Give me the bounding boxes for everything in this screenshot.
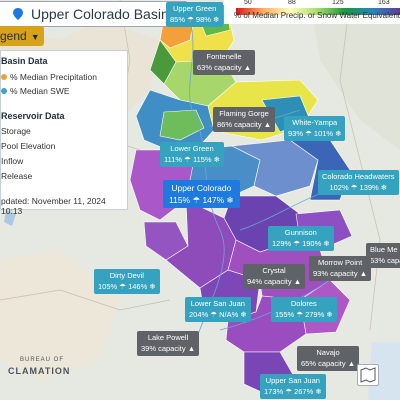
basin-name: Upper Green — [172, 4, 217, 13]
logo-big-text: CLAMATION — [8, 366, 71, 376]
basin-value: 102% ☂ 139% ❄ — [329, 183, 388, 192]
basin-name: Dolores — [290, 299, 317, 308]
legend-item-label: % Median SWE — [10, 86, 70, 96]
reservoir-name: Fontenelle — [206, 52, 242, 61]
legend-gradient — [236, 8, 400, 15]
basin-label-colorado-headwaters[interactable]: Colorado Headwaters 102% ☂ 139% ❄ — [318, 170, 399, 195]
reservoir-name: Morrow Point — [317, 258, 363, 267]
legend-button[interactable]: gend ▼ — [0, 26, 44, 46]
reservoir-label-flaming-gorge[interactable]: Flaming Gorge 86% capacity ▲ — [213, 107, 276, 132]
legend-caption: % of Median Precip. or Snow Water Equiva… — [234, 11, 400, 20]
basin-label-dirty-devil[interactable]: Dirty Devil 105% ☂ 146% ❄ — [94, 269, 160, 294]
color-legend: 50 88 125 163 % of Median Precip. or Sno… — [224, 0, 400, 24]
legend-item-label: % Median Precipitation — [10, 72, 97, 82]
basin-label-upper-san-juan[interactable]: Upper San Juan 173% ☂ 267% ❄ — [260, 374, 326, 399]
legend-ticks: 50 88 125 163 — [224, 0, 400, 8]
reservoir-label-navajo[interactable]: Navajo 65% capacity ▲ — [297, 346, 360, 371]
reservoir-name: Navajo — [316, 348, 340, 357]
basin-value: 129% ☂ 190% ❄ — [272, 239, 330, 248]
legend-tick: 50 — [244, 0, 252, 6]
basin-value: 93% ☂ 101% ❄ — [288, 129, 342, 138]
map-title-pill[interactable]: Upper Colorado Basin — [0, 1, 188, 27]
chevron-down-icon: ▼ — [30, 32, 40, 42]
legend-item-swe[interactable]: % Median SWE — [1, 86, 70, 96]
basin-value: 105% ☂ 146% ❄ — [98, 282, 156, 291]
reservoir-value: 86% capacity ▲ — [217, 120, 272, 129]
basin-name: Lower San Juan — [190, 299, 245, 308]
legend-item-precip[interactable]: % Median Precipitation — [1, 72, 97, 82]
reservoir-data-header: Reservoir Data — [1, 111, 65, 121]
legend-tick: 125 — [332, 0, 344, 6]
basin-label-lower-san-juan[interactable]: Lower San Juan 204% ☂ N/A% ❄ — [185, 297, 251, 322]
map-icon — [360, 367, 376, 383]
reservoir-name: Flaming Gorge — [219, 109, 269, 118]
basin-label-lower-green[interactable]: Lower Green 111% ☂ 115% ❄ — [160, 142, 224, 167]
legend-tick: 88 — [288, 0, 296, 6]
reservoir-value: 94% capacity ▲ — [247, 277, 302, 286]
terrain — [0, 250, 120, 380]
reclamation-logo: BUREAU OF CLAMATION — [6, 355, 69, 385]
legend-tick: 163 — [378, 0, 390, 6]
basin-value: 85% ☂ 98% ❄ — [170, 15, 220, 24]
legend-item-storage[interactable]: Storage — [1, 126, 31, 136]
basin-label-upper-colorado[interactable]: Upper Colorado 115% ☂ 147% ❄ — [163, 180, 240, 208]
basin-name: Upper San Juan — [265, 376, 320, 385]
overview-map-button[interactable] — [357, 364, 379, 386]
basin-value: 115% ☂ 147% ❄ — [169, 195, 234, 205]
basin-value: 111% ☂ 115% ❄ — [164, 155, 220, 164]
reservoir-value: 63% capacity ▲ — [197, 63, 252, 72]
legend-item-inflow[interactable]: Inflow — [1, 156, 23, 166]
basin-label-dolores[interactable]: Dolores 155% ☂ 279% ❄ — [271, 297, 337, 322]
basin-name: Lower Green — [170, 144, 214, 153]
map-title: Upper Colorado Basin — [31, 6, 169, 22]
basin-value: 173% ☂ 267% ❄ — [264, 387, 322, 396]
snowflake-icon — [1, 88, 7, 94]
basin-name: Upper Colorado — [171, 183, 232, 193]
reservoir-label-fontenelle[interactable]: Fontenelle 63% capacity ▲ — [193, 50, 256, 75]
basin-name: Gunnison — [284, 228, 317, 237]
reservoir-label-blue-mesa[interactable]: Blue Me 63% capa — [366, 243, 400, 268]
legend-item-pool-elevation[interactable]: Pool Elevation — [1, 141, 55, 151]
reservoir-value: 39% capacity ▲ — [141, 344, 196, 353]
reservoir-value: 93% capacity ▲ — [313, 269, 368, 278]
basin-value: 155% ☂ 279% ❄ — [275, 310, 333, 319]
umbrella-icon — [1, 74, 7, 80]
basin-label-white-yampa[interactable]: White-Yampa 93% ☂ 101% ❄ — [284, 116, 346, 141]
reservoir-value: 65% capacity ▲ — [301, 359, 356, 368]
legend-item-label: Storage — [1, 126, 31, 136]
reservoir-label-lake-powell[interactable]: Lake Powell 39% capacity ▲ — [137, 331, 200, 356]
legend-item-label: Release — [1, 171, 33, 181]
legend-button-label: gend — [0, 29, 27, 43]
reservoir-name: Lake Powell — [147, 333, 189, 342]
updated-timestamp: pdated: November 11, 2024 10:13 — [1, 196, 106, 216]
basin-name: Dirty Devil — [109, 271, 144, 280]
legend-panel: Basin Data % Median Precipitation % Medi… — [0, 50, 128, 216]
terrain — [310, 0, 400, 150]
basin-label-upper-green[interactable]: Upper Green 85% ☂ 98% ❄ — [166, 2, 224, 27]
legend-item-label: Pool Elevation — [1, 141, 56, 151]
logo-small-text: BUREAU OF — [20, 357, 65, 363]
reservoir-label-crystal[interactable]: Crystal 94% capacity ▲ — [243, 264, 306, 289]
basin-name: Colorado Headwaters — [322, 172, 395, 181]
reservoir-label-morrow-point[interactable]: Morrow Point 93% capacity ▲ — [309, 256, 372, 281]
basin-label-gunnison[interactable]: Gunnison 129% ☂ 190% ❄ — [268, 226, 334, 251]
basin-name: White-Yampa — [292, 118, 338, 127]
legend-item-release[interactable]: Release — [1, 171, 32, 181]
reservoir-name: Crystal — [262, 266, 286, 275]
reservoir-value: 63% capa — [370, 256, 400, 265]
basin-data-header: Basin Data — [1, 56, 48, 66]
reservoir-name: Blue Me — [370, 245, 398, 254]
map-icon — [13, 8, 23, 20]
top-bar: Upper Colorado Basin 50 88 125 163 % of … — [0, 0, 400, 28]
basin-value: 204% ☂ N/A% ❄ — [189, 310, 247, 319]
legend-item-label: Inflow — [1, 156, 24, 166]
lake — [4, 210, 16, 226]
